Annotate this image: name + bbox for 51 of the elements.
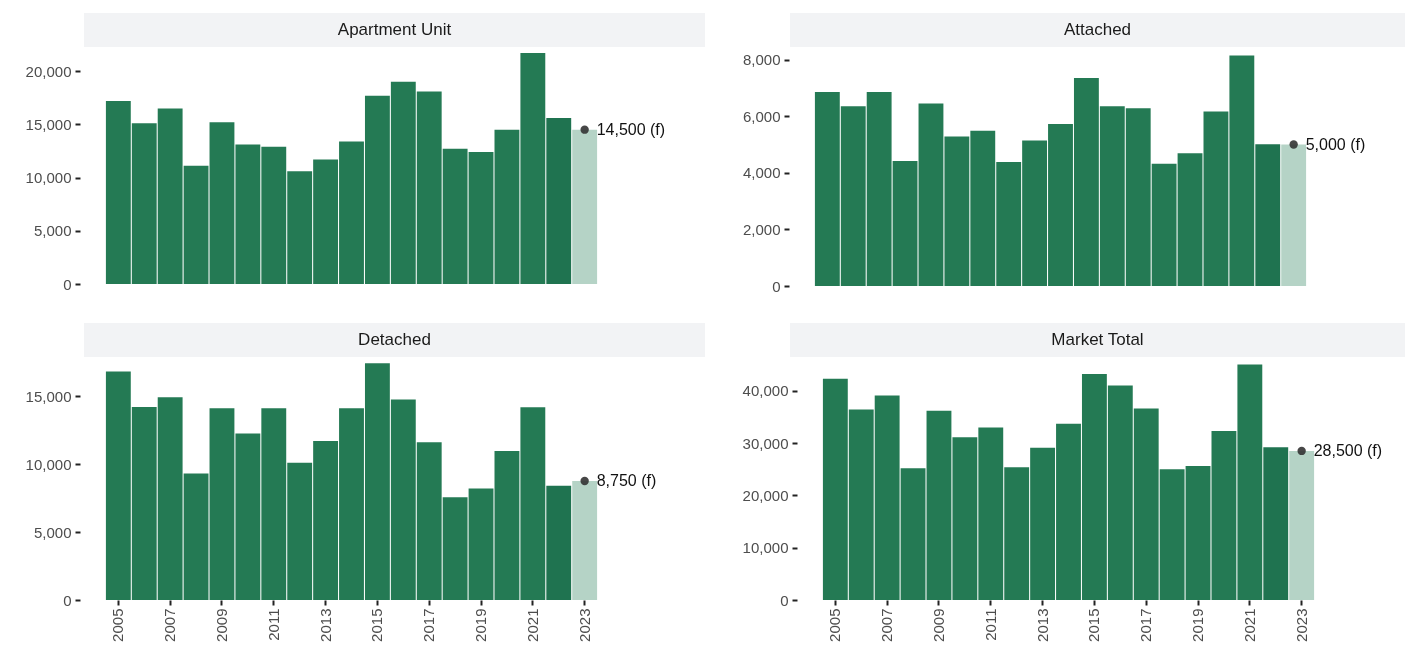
x-tick-label: 2007: [878, 608, 896, 642]
x-tick-label: 2015: [1085, 608, 1103, 642]
y-tick-label: 8,000: [742, 51, 781, 69]
y-tick-label: 40,000: [742, 382, 789, 400]
y-tick-label: 20,000: [25, 62, 72, 80]
y-tick-label: 0: [63, 591, 72, 609]
y-tick-label: 10,000: [25, 455, 72, 473]
y-tick-label: 10,000: [742, 539, 789, 557]
y-tick-label: 15,000: [25, 387, 72, 405]
y-tick-label: 5,000: [33, 222, 72, 240]
data-label: 5,000 (f): [1305, 135, 1366, 153]
x-tick-label: 2019: [472, 608, 490, 642]
y-tick-label: 20,000: [742, 486, 789, 504]
x-tick-label: 2005: [826, 608, 844, 642]
bar: [1281, 144, 1307, 286]
x-tick-label: 2019: [1189, 608, 1207, 642]
chart-title: Detached: [84, 323, 705, 357]
y-tick-label: 15,000: [25, 115, 72, 133]
x-tick-label: 2023: [1292, 608, 1310, 642]
y-tick-label: 0: [780, 591, 789, 609]
x-tick-label: 2005: [109, 608, 127, 642]
y-tick-label: 6,000: [742, 107, 781, 125]
x-tick-label: 2017: [420, 608, 438, 642]
y-tick-label: 30,000: [742, 434, 789, 452]
x-tick-label: 2009: [212, 608, 230, 642]
y-tick-label: 4,000: [742, 164, 781, 182]
x-tick-label: 2007: [161, 608, 179, 642]
x-tick-label: 2021: [523, 608, 541, 642]
data-label: 14,500 (f): [596, 120, 666, 138]
x-tick-label: 2021: [1240, 608, 1258, 642]
y-tick-label: 0: [63, 275, 72, 293]
y-tick-label: 5,000: [33, 523, 72, 541]
x-tick-label: 2009: [929, 608, 947, 642]
y-tick-label: 0: [772, 277, 781, 295]
chart-title: Attached: [790, 13, 1405, 47]
y-tick-label: 10,000: [25, 169, 72, 187]
data-label: 8,750 (f): [596, 472, 657, 489]
bar: [572, 481, 598, 600]
x-tick-label: 2023: [575, 608, 593, 642]
chart-title: Market Total: [790, 323, 1405, 357]
y-tick-label: 2,000: [742, 220, 781, 238]
x-tick-label: 2011: [264, 608, 282, 641]
x-tick-label: 2015: [368, 608, 386, 642]
chart-title: Apartment Unit: [84, 13, 705, 47]
x-tick-label: 2011: [981, 608, 999, 641]
x-tick-label: 2017: [1137, 608, 1155, 642]
x-tick-label: 2013: [316, 608, 334, 642]
x-tick-label: 2013: [1033, 608, 1051, 642]
data-label: 28,500 (f): [1313, 441, 1383, 459]
bar: [1289, 450, 1315, 600]
bar: [572, 129, 598, 284]
